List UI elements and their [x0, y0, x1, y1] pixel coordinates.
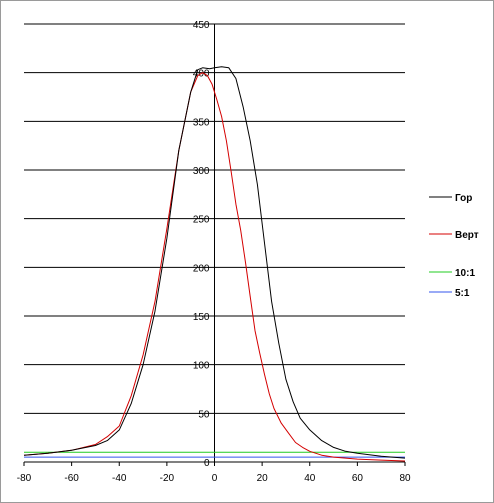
legend-label-2: 10:1 [455, 268, 475, 279]
y-tick-label: 0 [204, 458, 210, 469]
x-tick-label: 20 [257, 473, 269, 484]
y-tick-label: 450 [193, 20, 210, 31]
y-tick-label: 400 [193, 69, 210, 80]
x-tick-label: -60 [64, 473, 79, 484]
x-tick-label: -80 [17, 473, 32, 484]
y-tick-label: 50 [198, 409, 210, 420]
legend: Гор Верт 10:1 5:1 [429, 193, 479, 299]
x-tick-label: -20 [160, 473, 175, 484]
x-tick-label: 80 [399, 473, 411, 484]
x-tick-label: -40 [112, 473, 127, 484]
axes [24, 24, 405, 463]
y-tick-label: 350 [193, 117, 210, 128]
x-tick-label: 0 [212, 473, 218, 484]
series-lines [23, 66, 406, 462]
y-tick-label: 300 [193, 166, 210, 177]
x-tick-label: 60 [352, 473, 364, 484]
y-tick-label: 200 [193, 263, 210, 274]
legend-label-3: 5:1 [455, 288, 470, 299]
y-tick-label: 250 [193, 215, 210, 226]
y-tick-label: 150 [193, 312, 210, 323]
legend-label-1: Верт [455, 230, 479, 241]
y-tick-labels: 0 50 100 150 200 250 300 350 400 450 [193, 20, 210, 469]
series-line-0 [23, 66, 406, 459]
legend-label-0: Гор [455, 193, 472, 204]
series-line-1 [23, 72, 406, 462]
x-tick-label: 40 [304, 473, 316, 484]
y-tick-label: 100 [193, 361, 210, 372]
x-tick-labels: -80 -60 -40 -20 0 20 40 60 80 [17, 462, 411, 484]
